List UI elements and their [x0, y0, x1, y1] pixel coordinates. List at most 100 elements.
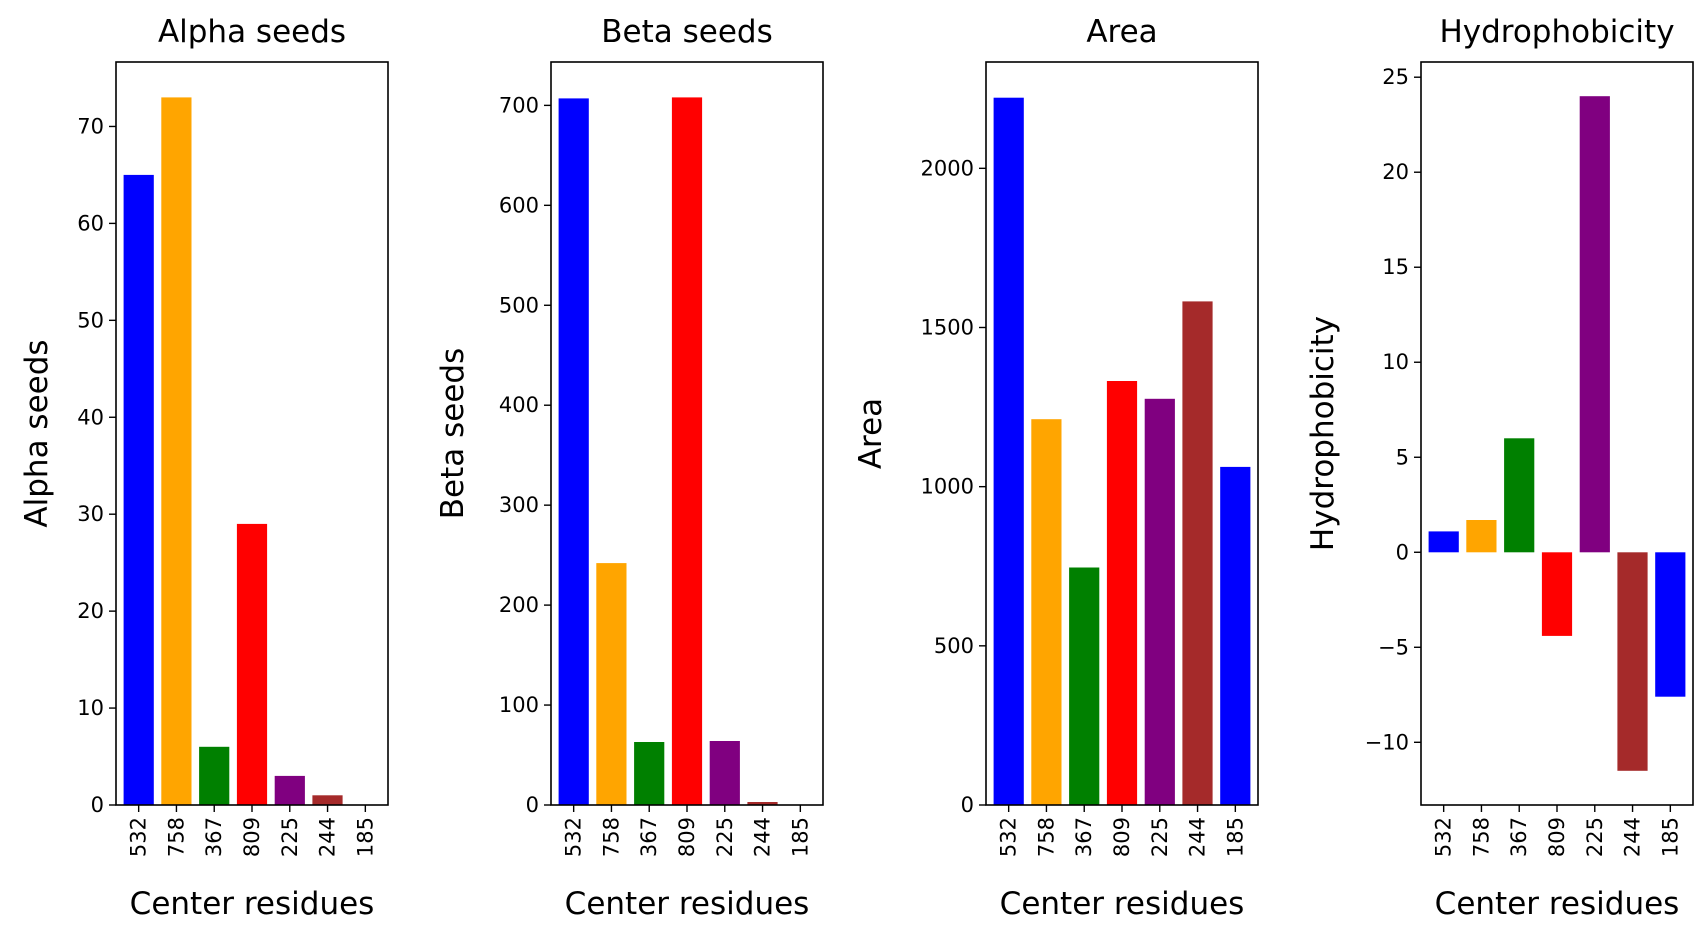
chart-panel-2: 0 100 200 300 400 500 600 700 532 758 367 809 225 244… [435, 14, 824, 922]
x-tick-label: 532 [127, 817, 151, 857]
bar-367 [1069, 567, 1100, 805]
y-tick-label: 200 [499, 593, 539, 617]
bar-244 [312, 795, 343, 805]
plot-frame [1420, 61, 1694, 806]
chart-panel-3: 0 500 1000 1500 2000 532 758 367 809 225 244 185 Are… [853, 14, 1259, 922]
y-axis-label: Beta seeds [435, 348, 471, 519]
x-tick-label: 244 [1621, 817, 1645, 857]
x-tick-label: 532 [1432, 817, 1456, 857]
y-tick-label: 0 [91, 793, 104, 817]
y-tick-label: 50 [77, 308, 104, 332]
y-axis-label: Alpha seeds [19, 339, 55, 527]
y-tick-label: 5 [1396, 445, 1409, 469]
x-tick-label: 367 [202, 817, 226, 857]
chart-title: Beta seeds [601, 14, 772, 50]
x-tick-label: 185 [353, 817, 377, 857]
y-tick-label: 1500 [921, 315, 974, 339]
bar-244 [747, 802, 778, 805]
y-tick-label: 0 [526, 793, 539, 817]
x-tick-label: 225 [1148, 817, 1172, 857]
x-tick-label: 185 [1223, 817, 1247, 857]
y-tick-label: 20 [77, 599, 104, 623]
x-tick-label: 809 [1545, 817, 1569, 857]
y-tick-label: 70 [77, 114, 104, 138]
bar-758 [596, 563, 627, 805]
y-axis-label: Hydrophobicity [1305, 316, 1341, 551]
y-tick-label: 20 [1382, 160, 1409, 184]
bar-225 [274, 775, 305, 805]
bar-809 [1541, 552, 1573, 636]
x-axis-label: Center residues [130, 886, 375, 922]
y-tick-label: 60 [77, 211, 104, 235]
x-tick-label: 367 [637, 817, 661, 857]
chart-panel-4: −10 −5 0 5 10 15 20 25 532 758 367 809 225 244 185 Hydr… [1305, 14, 1694, 922]
x-tick-label: 244 [316, 817, 340, 857]
bar-532 [558, 98, 589, 805]
x-tick-label: 758 [599, 817, 623, 857]
y-tick-label: 600 [499, 193, 539, 217]
x-axis-label: Center residues [1435, 886, 1680, 922]
x-tick-label: 225 [278, 817, 302, 857]
y-tick-label: −5 [1378, 635, 1409, 659]
x-tick-label: 244 [751, 817, 775, 857]
y-tick-label: 1000 [921, 475, 974, 499]
y-tick-label: 10 [77, 696, 104, 720]
y-tick-label: 25 [1382, 65, 1409, 89]
x-tick-label: 367 [1072, 817, 1096, 857]
x-tick-label: 225 [1583, 817, 1607, 857]
bar-367 [199, 746, 230, 805]
bar-532 [993, 97, 1024, 805]
chart-title: Alpha seeds [158, 14, 346, 50]
x-axis-label: Center residues [1000, 886, 1245, 922]
x-tick-label: 532 [562, 817, 586, 857]
bar-185 [1220, 466, 1251, 805]
x-axis-label: Center residues [565, 886, 810, 922]
bar-758 [161, 97, 192, 805]
chart-title: Hydrophobicity [1439, 14, 1674, 50]
x-tick-label: 809 [240, 817, 264, 857]
x-tick-label: 532 [997, 817, 1021, 857]
bar-758 [1031, 419, 1062, 805]
bar-367 [1504, 438, 1535, 553]
x-tick-label: 758 [1034, 817, 1058, 857]
y-tick-label: 30 [77, 502, 104, 526]
y-tick-label: 0 [961, 793, 974, 817]
y-tick-label: 0 [1396, 540, 1409, 564]
y-tick-label: 100 [499, 693, 539, 717]
x-tick-label: 367 [1507, 817, 1531, 857]
x-tick-label: 244 [1186, 817, 1210, 857]
y-tick-label: 400 [499, 393, 539, 417]
bar-532 [1428, 531, 1459, 553]
chart-panel-1: 0 10 20 30 40 50 60 70 532 758 367 809 225 244 185 Alph… [19, 14, 389, 922]
y-axis-label: Area [853, 398, 889, 469]
bar-244 [1617, 552, 1648, 771]
x-tick-label: 185 [1658, 817, 1682, 857]
y-tick-label: 2000 [921, 156, 974, 180]
bar-809 [1106, 381, 1138, 805]
bar-244 [1182, 301, 1213, 805]
x-tick-label: 185 [788, 817, 812, 857]
y-tick-label: 300 [499, 493, 539, 517]
bar-185 [1655, 552, 1686, 697]
bar-225 [1144, 398, 1175, 805]
y-tick-label: −10 [1365, 730, 1409, 754]
y-tick-label: 500 [499, 293, 539, 317]
y-tick-label: 15 [1382, 255, 1409, 279]
y-tick-label: 700 [499, 93, 539, 117]
y-tick-label: 40 [77, 405, 104, 429]
x-tick-label: 225 [713, 817, 737, 857]
y-tick-label: 500 [934, 634, 974, 658]
x-tick-label: 809 [675, 817, 699, 857]
x-tick-label: 758 [164, 817, 188, 857]
chart-title: Area [1086, 14, 1157, 50]
bar-809 [671, 97, 703, 805]
x-tick-label: 758 [1469, 817, 1493, 857]
bar-809 [236, 523, 268, 805]
bar-532 [123, 174, 154, 805]
x-tick-label: 809 [1110, 817, 1134, 857]
bar-758 [1466, 520, 1497, 553]
bar-367 [634, 742, 665, 805]
bar-225 [709, 741, 740, 805]
y-tick-label: 10 [1382, 350, 1409, 374]
